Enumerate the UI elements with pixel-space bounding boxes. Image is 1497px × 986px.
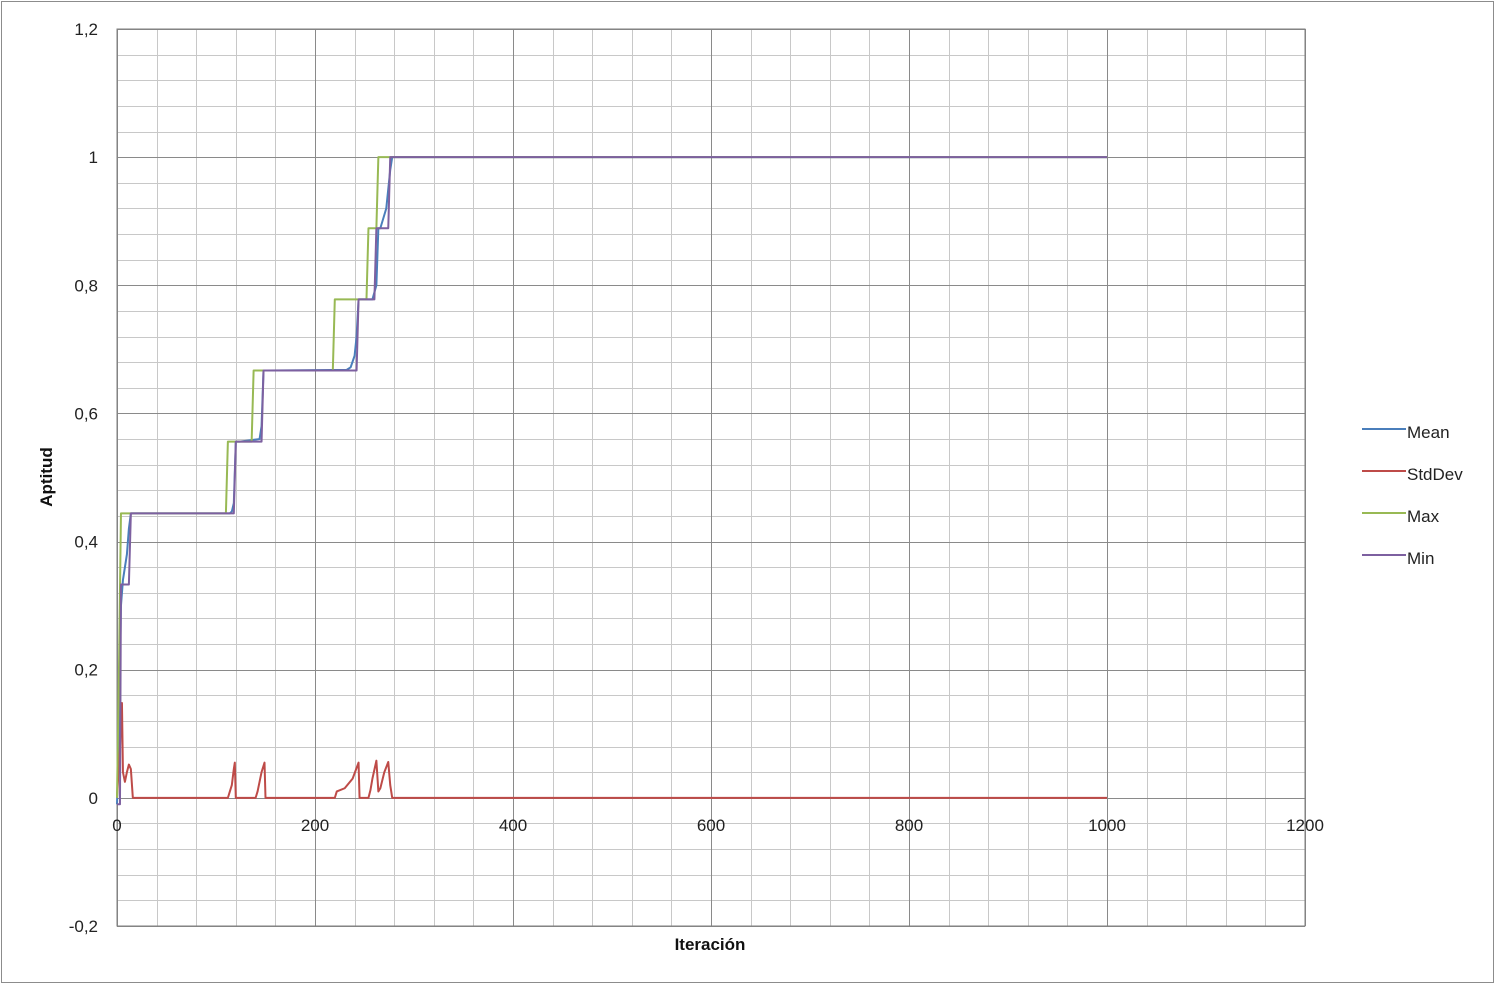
legend-label-mean: Mean: [1407, 423, 1450, 442]
x-tick-label: 600: [697, 816, 725, 835]
x-tick-label: 200: [301, 816, 329, 835]
y-tick-label: 0: [89, 789, 98, 808]
series-line-min: [117, 156, 1107, 806]
legend-item-mean: Mean: [1362, 423, 1450, 442]
x-tick-label: 0: [112, 816, 121, 835]
y-axis-tick-labels: -0,2 0 0,2 0,4 0,6 0,8 1 1,2: [69, 20, 98, 936]
y-tick-label: -0,2: [69, 917, 98, 936]
y-tick-label: 1: [89, 148, 98, 167]
x-tick-label: 800: [895, 816, 923, 835]
x-tick-label: 1200: [1286, 816, 1324, 835]
y-tick-label: 0,8: [74, 276, 98, 295]
legend: Mean StdDev Max Min: [1362, 423, 1463, 568]
x-tick-label: 1000: [1088, 816, 1126, 835]
x-tick-label: 400: [499, 816, 527, 835]
series-line-stddev: [116, 702, 1107, 799]
y-tick-label: 0,4: [74, 533, 98, 552]
y-tick-label: 0,6: [74, 404, 98, 423]
x-axis-title: Iteración: [675, 935, 746, 954]
plot-area-border: [116, 28, 1306, 927]
series-line-mean: [116, 156, 1107, 805]
major-gridlines: [117, 29, 1306, 927]
x-axis-tick-labels: 0 200 400 600 800 1000 1200: [112, 816, 1324, 835]
y-tick-label: 1,2: [74, 20, 98, 39]
legend-item-stddev: StdDev: [1362, 465, 1463, 484]
legend-label-min: Min: [1407, 549, 1434, 568]
series-line-max: [116, 156, 1107, 798]
legend-label-max: Max: [1407, 507, 1440, 526]
legend-label-stddev: StdDev: [1407, 465, 1463, 484]
y-axis-title: Aptitud: [37, 447, 56, 506]
legend-item-max: Max: [1362, 507, 1440, 526]
legend-item-min: Min: [1362, 549, 1434, 568]
y-tick-label: 0,2: [74, 661, 98, 680]
series-lines: [116, 156, 1107, 806]
